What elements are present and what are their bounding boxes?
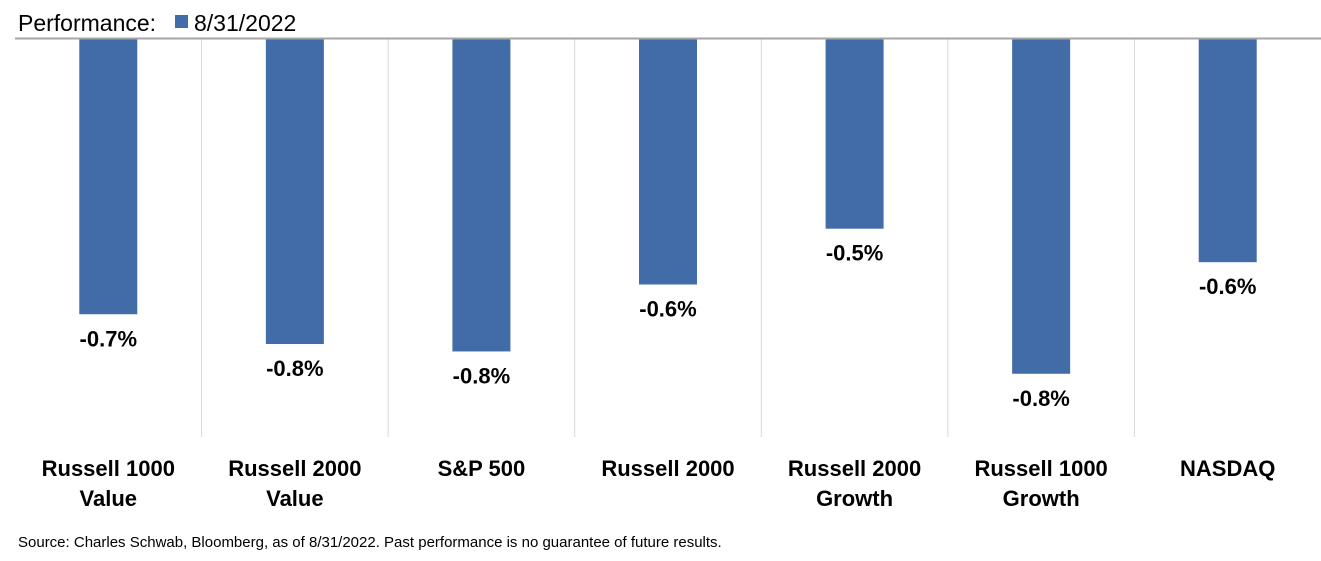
bar-series <box>79 39 1257 374</box>
value-labels: -0.7% -0.8% -0.8% -0.6% -0.5% -0.8% -0.6% <box>80 241 1257 411</box>
bar <box>639 39 697 285</box>
category-label: NASDAQ <box>1180 456 1275 481</box>
data-label: -0.6% <box>639 296 696 321</box>
category-label: Value <box>80 486 137 511</box>
category-label: Value <box>266 486 323 511</box>
bar <box>79 39 138 315</box>
category-label: Russell 2000 <box>788 456 921 481</box>
data-label: -0.6% <box>1199 274 1256 299</box>
bar <box>1012 39 1071 374</box>
category-label: Russell 1000 <box>974 456 1107 481</box>
bar <box>265 39 324 345</box>
bar <box>452 39 511 352</box>
legend-swatch <box>175 15 188 28</box>
data-label: -0.8% <box>453 363 510 388</box>
data-label: -0.7% <box>80 326 137 351</box>
data-label: -0.5% <box>826 241 883 266</box>
bar <box>1198 39 1257 263</box>
legend-label: 8/31/2022 <box>194 10 296 36</box>
category-label: S&P 500 <box>438 456 526 481</box>
data-label: -0.8% <box>1012 386 1069 411</box>
source-note: Source: Charles Schwab, Bloomberg, as of… <box>18 534 722 551</box>
category-separators <box>201 39 1135 437</box>
data-label: -0.8% <box>266 356 323 381</box>
category-label: Russell 1000 <box>42 456 175 481</box>
category-label: Growth <box>1003 486 1080 511</box>
category-labels: Russell 1000 Value Russell 2000 Value S&P 50… <box>42 456 1276 511</box>
category-label: Russell 2000 <box>601 456 734 481</box>
category-label: Growth <box>816 486 893 511</box>
category-label: Russell 2000 <box>228 456 361 481</box>
chart-title: Performance: <box>18 10 156 36</box>
bar <box>825 39 884 229</box>
